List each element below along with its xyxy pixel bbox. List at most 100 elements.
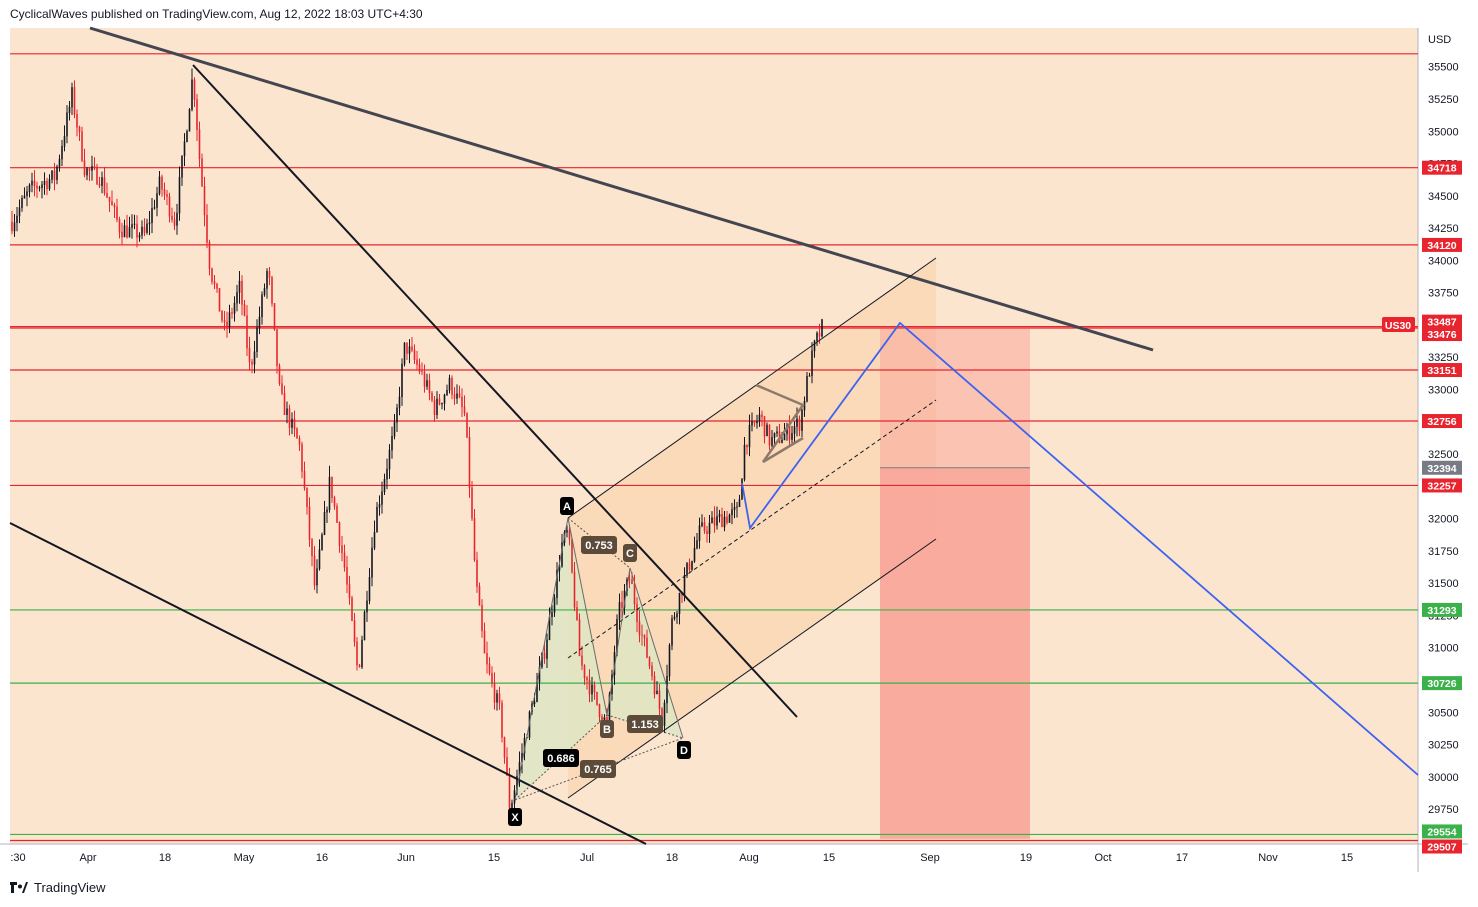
candlestick-series bbox=[11, 68, 823, 813]
price-tag: 33476 bbox=[1422, 327, 1462, 342]
price-tick-label: 35000 bbox=[1428, 126, 1459, 138]
price-tick-label: 34250 bbox=[1428, 223, 1459, 235]
pattern-point-c: C bbox=[623, 544, 637, 562]
pattern-point-d: D bbox=[677, 741, 691, 759]
price-tick-label: 32000 bbox=[1428, 514, 1459, 526]
price-tick-label: 33000 bbox=[1428, 385, 1459, 397]
price-tag-badge bbox=[1422, 460, 1462, 475]
time-tick-label: 15 bbox=[1341, 852, 1353, 864]
price-tag-badge bbox=[1422, 237, 1462, 252]
tradingview-footer[interactable]: TradingView bbox=[10, 880, 106, 895]
channel-upper-line bbox=[567, 257, 937, 519]
short-zone-lower bbox=[880, 467, 1030, 839]
price-tag-badge bbox=[1422, 314, 1462, 329]
price-tag: 32257 bbox=[1422, 478, 1462, 493]
price-tick-label: 31750 bbox=[1428, 546, 1459, 558]
pattern-point-badge bbox=[560, 497, 574, 515]
price-tick-label: 33750 bbox=[1428, 288, 1459, 300]
price-tag: 33151 bbox=[1422, 363, 1462, 378]
tradingview-logo-icon bbox=[10, 881, 28, 893]
pattern-ratio-label: 1.153 bbox=[631, 719, 659, 731]
price-tag: 31293 bbox=[1422, 602, 1462, 617]
time-tick-label: 16 bbox=[316, 852, 328, 864]
pattern-ratio-badge bbox=[627, 715, 663, 733]
publisher-header: CyclicalWaves published on TradingView.c… bbox=[10, 7, 423, 21]
price-tag-badge bbox=[1422, 839, 1462, 854]
pattern-ratio-badge bbox=[543, 749, 579, 767]
pattern-point-b: B bbox=[600, 720, 614, 738]
price-tag-label: 33476 bbox=[1427, 329, 1456, 341]
pattern-point-label: X bbox=[511, 812, 519, 824]
price-tag-label: 29507 bbox=[1427, 842, 1456, 854]
time-tick-label: May bbox=[234, 852, 255, 864]
price-tag-label: 34120 bbox=[1427, 240, 1456, 252]
time-tick-label: Jul bbox=[580, 852, 594, 864]
price-tick-label: 35250 bbox=[1428, 94, 1459, 106]
price-tick-label: 29750 bbox=[1428, 804, 1459, 816]
price-tick-label: 30500 bbox=[1428, 707, 1459, 719]
channel-midline bbox=[567, 399, 937, 659]
time-tick-label: Jun bbox=[397, 852, 415, 864]
time-tick-label: 18 bbox=[159, 852, 171, 864]
pattern-point-label: B bbox=[603, 724, 611, 736]
time-tick-label: Nov bbox=[1258, 852, 1278, 864]
time-tick-label: Apr bbox=[79, 852, 96, 864]
price-tag-label: 32257 bbox=[1427, 480, 1456, 492]
time-tick-label: Aug bbox=[739, 852, 759, 864]
pattern-ratio-badge bbox=[580, 760, 616, 778]
symbol-tag-label: US30 bbox=[1385, 320, 1411, 332]
price-tag: 34718 bbox=[1422, 160, 1462, 175]
price-tick-label: 31000 bbox=[1428, 643, 1459, 655]
price-tick-label: 35500 bbox=[1428, 62, 1459, 74]
price-tag-label: 30726 bbox=[1427, 678, 1456, 690]
pattern-xb-dotted bbox=[514, 714, 608, 801]
pattern-point-label: C bbox=[626, 548, 634, 560]
price-tag-badge bbox=[1422, 363, 1462, 378]
price-tag-badge bbox=[1422, 602, 1462, 617]
pattern-point-x: X bbox=[508, 808, 522, 826]
price-tick-label: 34000 bbox=[1428, 255, 1459, 267]
time-tick-label: 15 bbox=[823, 852, 835, 864]
flag-pattern bbox=[755, 383, 805, 464]
pattern-ratio-label: 0.686 bbox=[547, 753, 575, 765]
price-tag-label: 33151 bbox=[1427, 365, 1456, 377]
price-tag-badge bbox=[1422, 414, 1462, 429]
time-tick-label: 19 bbox=[1020, 852, 1032, 864]
pattern-point-badge bbox=[508, 808, 522, 826]
time-tick-label: Sep bbox=[920, 852, 940, 864]
price-tag: 32394 bbox=[1422, 460, 1462, 475]
pattern-ratio: 0.753 bbox=[581, 536, 617, 554]
price-tag-label: 29554 bbox=[1427, 826, 1456, 838]
major-descending-trendline bbox=[89, 26, 1154, 352]
price-tag: 32756 bbox=[1422, 414, 1462, 429]
pattern-point-badge bbox=[677, 741, 691, 759]
time-tick-label: 18 bbox=[666, 852, 678, 864]
price-tick-label: 32500 bbox=[1428, 449, 1459, 461]
price-axis-area bbox=[1418, 28, 1468, 844]
short-zone-upper bbox=[880, 328, 1030, 468]
price-tag: 29554 bbox=[1422, 824, 1462, 839]
time-tick-label: 15 bbox=[488, 852, 500, 864]
pattern-ratio-label: 0.765 bbox=[584, 764, 612, 776]
time-axis: :30 Apr 18 May 16 Jun 15 Jul 18 Aug 15 Sep 19 Oct 17 No… bbox=[10, 852, 1353, 864]
price-tag-label: 32394 bbox=[1427, 463, 1456, 475]
price-tag-badge bbox=[1422, 824, 1462, 839]
pattern-point-a: A bbox=[560, 497, 574, 515]
pattern-point-label: D bbox=[680, 745, 688, 757]
price-tag-badge bbox=[1422, 327, 1462, 342]
pattern-ratio-badge bbox=[581, 536, 617, 554]
price-tag-label: 32756 bbox=[1427, 416, 1456, 428]
price-tag-label: 33487 bbox=[1427, 317, 1456, 329]
price-tick-label: 34500 bbox=[1428, 191, 1459, 203]
projection-path bbox=[741, 321, 1419, 776]
descending-trendline-upper bbox=[192, 64, 798, 718]
price-tag-label: 31293 bbox=[1427, 605, 1456, 617]
descending-trendline-lower bbox=[9, 522, 647, 845]
pattern-ratio: 1.153 bbox=[627, 715, 663, 733]
pattern-point-label: A bbox=[563, 501, 571, 513]
price-tick-label: 30250 bbox=[1428, 740, 1459, 752]
price-tick-label: 31500 bbox=[1428, 578, 1459, 590]
symbol-tag-badge bbox=[1382, 316, 1415, 332]
pattern-ratio-label: 0.753 bbox=[585, 540, 613, 552]
